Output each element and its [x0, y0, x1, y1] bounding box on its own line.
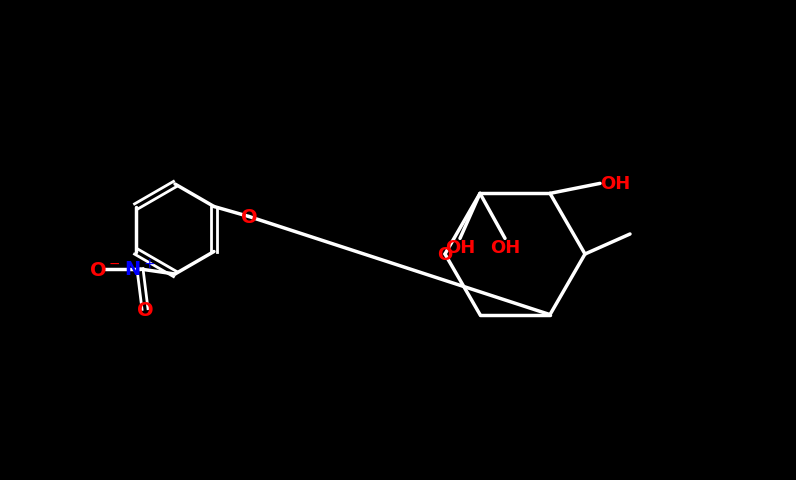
Text: OH: OH: [445, 239, 475, 257]
Text: O: O: [137, 300, 154, 319]
Text: O: O: [240, 207, 257, 227]
Text: O$^-$: O$^-$: [89, 260, 121, 279]
Text: OH: OH: [490, 239, 520, 257]
Text: OH: OH: [600, 175, 630, 193]
Text: N$^+$: N$^+$: [124, 259, 155, 280]
Text: O: O: [437, 245, 453, 264]
